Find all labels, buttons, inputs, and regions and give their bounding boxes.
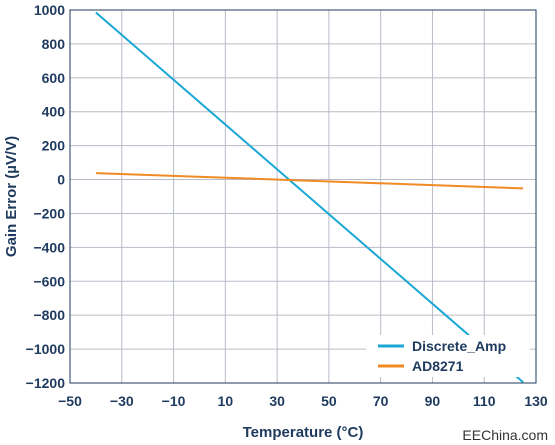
legend: Discrete_Amp AD8271 xyxy=(366,335,530,377)
x-tick-label: −50 xyxy=(58,393,82,409)
series-line-discrete-amp xyxy=(95,11,524,383)
x-tick-label: 70 xyxy=(373,393,389,409)
x-tick-label: 130 xyxy=(524,393,548,409)
x-tick-label: 10 xyxy=(218,393,234,409)
y-tick-label: 200 xyxy=(42,138,66,154)
x-tick-label: 90 xyxy=(425,393,441,409)
grid xyxy=(69,9,537,384)
x-tick-label: −10 xyxy=(162,393,186,409)
y-tick-label: 800 xyxy=(42,36,66,52)
y-tick-label: 0 xyxy=(57,172,65,188)
legend-background xyxy=(366,335,530,377)
y-tick-labels: 1000 800 600 400 200 0 −200 −400 −600 −800 −1000 −1… xyxy=(26,2,66,391)
y-tick-label: −1000 xyxy=(26,341,66,357)
y-tick-label: 600 xyxy=(42,70,66,86)
y-tick-label: −600 xyxy=(33,273,65,289)
watermark: EEChina.com xyxy=(462,427,548,443)
plot-frame xyxy=(69,9,537,384)
x-tick-label: 50 xyxy=(321,393,337,409)
x-tick-label: −30 xyxy=(110,393,134,409)
x-axis-title: Temperature (°C) xyxy=(243,424,364,441)
y-tick-label: −800 xyxy=(33,307,65,323)
y-tick-label: −400 xyxy=(33,239,65,255)
y-tick-label: −200 xyxy=(33,205,65,221)
legend-label: AD8271 xyxy=(412,358,464,374)
x-tick-label: 30 xyxy=(269,393,285,409)
x-tick-labels: −50 −30 −10 10 30 50 70 90 110 130 xyxy=(58,393,548,409)
y-tick-label: 400 xyxy=(42,104,66,120)
series-lines xyxy=(95,11,524,383)
x-tick-label: 110 xyxy=(473,393,496,409)
y-tick-label: 1000 xyxy=(34,2,65,18)
series-line-ad8271 xyxy=(95,172,524,190)
y-axis-title: Gain Error (µV/V) xyxy=(3,136,20,257)
legend-label: Discrete_Amp xyxy=(412,338,506,354)
y-tick-label: −1200 xyxy=(26,375,66,391)
